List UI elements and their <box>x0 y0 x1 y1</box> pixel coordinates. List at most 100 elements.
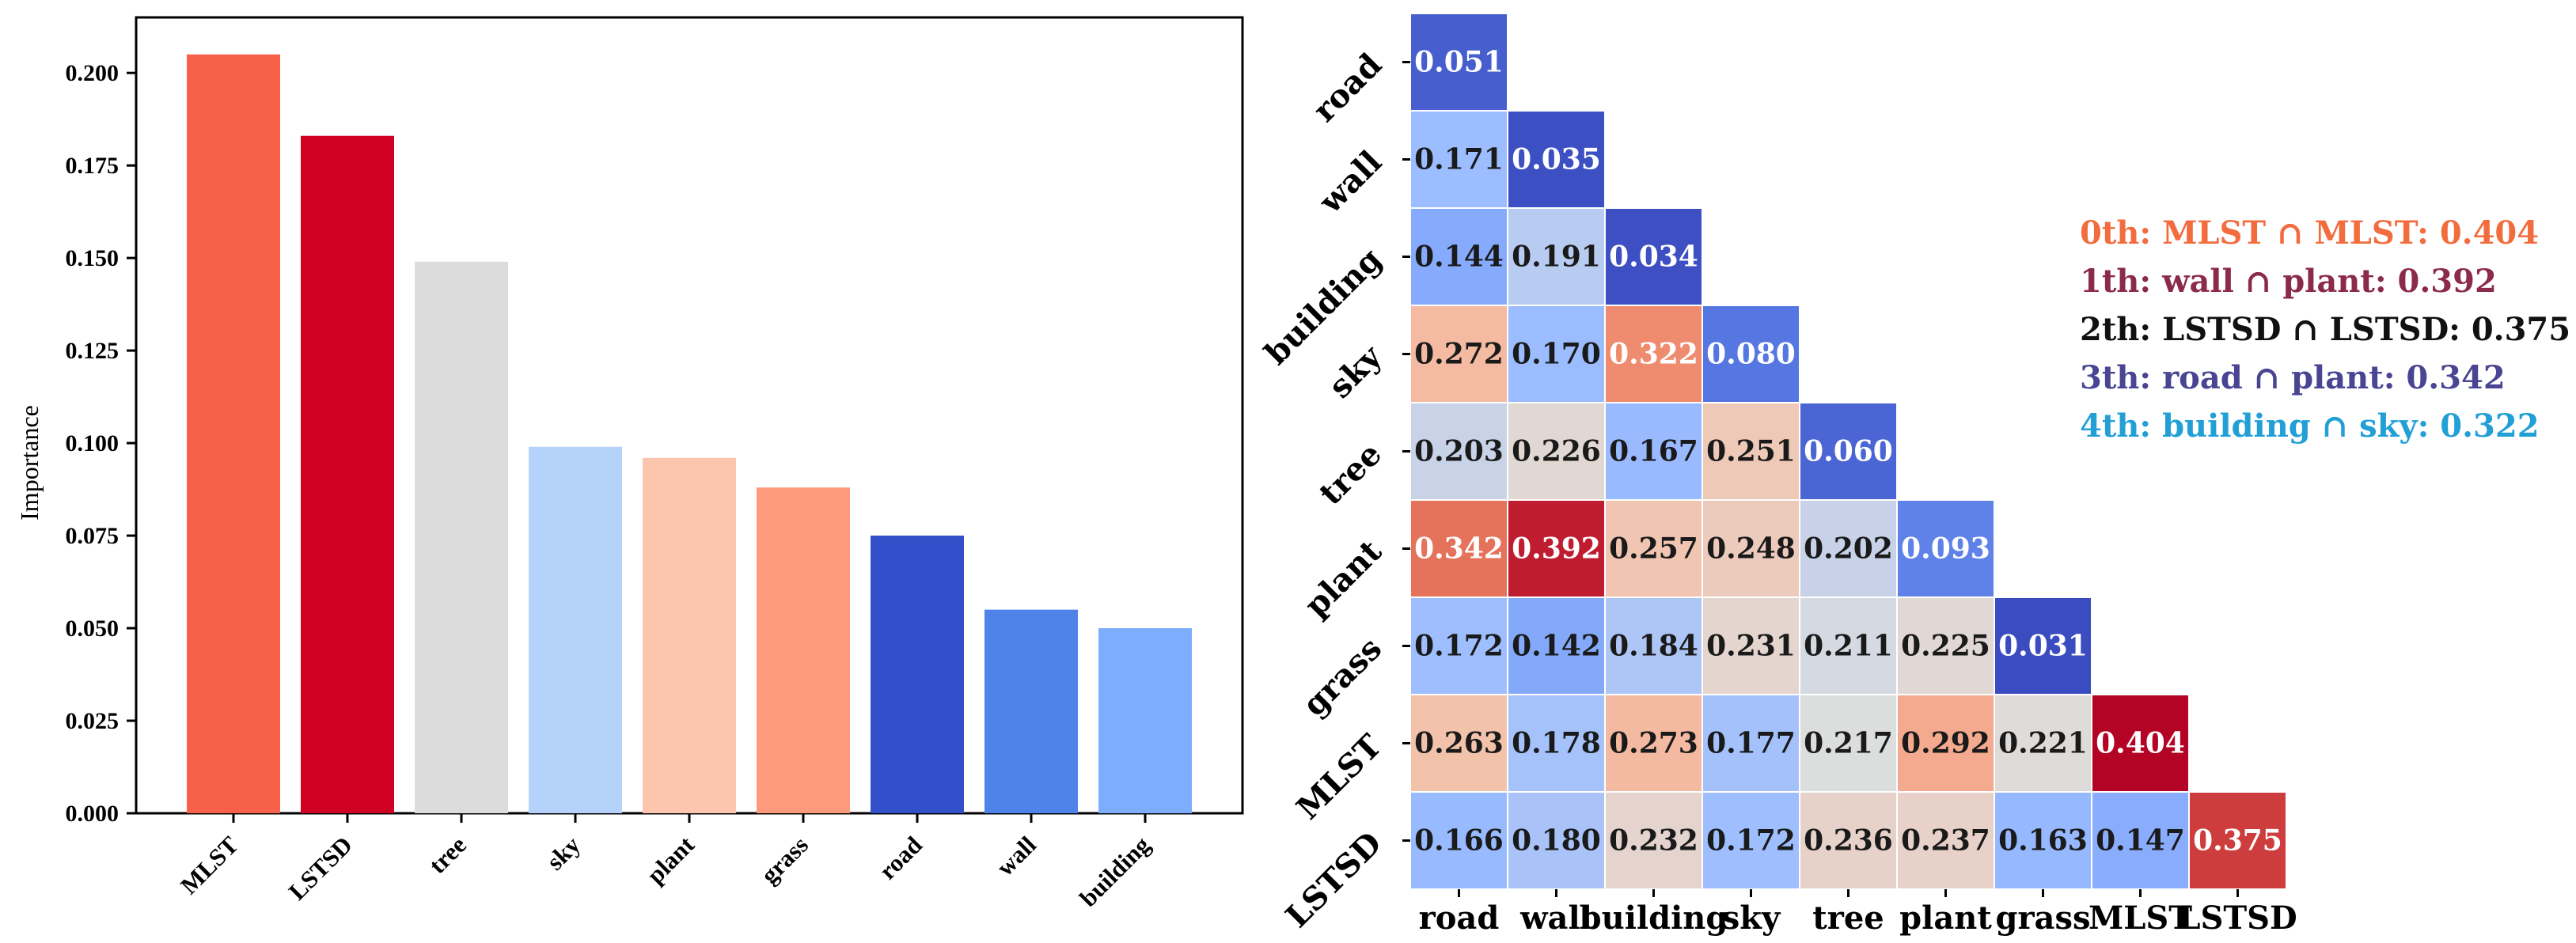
row-label: tree <box>1312 435 1389 512</box>
heatmap-cell <box>1409 791 1508 890</box>
top-pairs-legend: 0th: MLST ∩ MLST: 0.404 1th: wall ∩ plant… <box>2080 214 2570 445</box>
y-tick-label: 0.000 <box>66 801 120 827</box>
heatmap-cell <box>1507 791 1606 890</box>
heatmap-cell <box>1896 596 1995 695</box>
col-label: sky <box>1722 899 1781 937</box>
row-label: sky <box>1322 337 1390 405</box>
heatmap-cell-value: 0.172 <box>1706 824 1796 858</box>
y-tick-label: 0.125 <box>66 338 120 364</box>
heatmap-cell <box>1409 110 1508 209</box>
heatmap-cell <box>2188 791 2287 890</box>
y-axis-label: Importance <box>15 405 44 521</box>
bar-lstsd <box>301 135 394 814</box>
row-label: wall <box>1311 143 1389 221</box>
y-tick-label: 0.200 <box>66 60 120 86</box>
heatmap-cell-value: 0.180 <box>1512 824 1601 858</box>
col-label: grass <box>1996 899 2091 937</box>
heatmap-cell-value: 0.172 <box>1414 630 1504 663</box>
top-pair-annotation: 2th: LSTSD ∩ LSTSD: 0.375 <box>2080 311 2570 348</box>
bar-chart: 0.000 0.025 0.050 0.075 0.100 0.125 0.150 0.175… <box>15 16 1244 912</box>
x-tick-label: MLST <box>175 831 244 899</box>
bar-mlst <box>187 54 280 813</box>
bar-grass <box>757 487 850 813</box>
y-tick-label: 0.025 <box>66 708 120 734</box>
heatmap-cell <box>1896 694 1995 793</box>
heatmap-cell-value: 0.093 <box>1901 532 1990 566</box>
y-tick-label: 0.175 <box>66 153 120 179</box>
heatmap-cell-value: 0.171 <box>1414 143 1504 176</box>
bar-sky <box>529 446 622 813</box>
y-tick-label: 0.100 <box>66 430 120 456</box>
bar-road <box>871 536 964 813</box>
heatmap-cell <box>1702 791 1800 890</box>
row-label: MLST <box>1289 727 1389 827</box>
heatmap-cell-value: 0.211 <box>1804 630 1893 663</box>
heatmap-cell-value: 0.226 <box>1512 435 1601 468</box>
heatmap-cell-value: 0.404 <box>2096 727 2185 760</box>
heatmap-cell <box>1507 499 1606 598</box>
heatmap-cell <box>1896 791 1995 890</box>
heatmap-cell <box>1702 402 1800 501</box>
heatmap-cell <box>1507 402 1606 501</box>
y-tick-label: 0.150 <box>66 245 120 271</box>
heatmap-cell-value: 0.231 <box>1706 630 1796 663</box>
heatmap-cell-value: 0.203 <box>1414 435 1504 468</box>
heatmap-cell-value: 0.225 <box>1901 630 1990 663</box>
heatmap-cell-value: 0.263 <box>1414 727 1504 760</box>
heatmap-cell-value: 0.051 <box>1414 46 1504 79</box>
heatmap-cell <box>2091 791 2190 890</box>
heatmap-cell <box>1702 499 1800 598</box>
top-pair-annotation: 4th: building ∩ sky: 0.322 <box>2080 407 2540 445</box>
heatmap-cell-value: 0.177 <box>1706 727 1796 760</box>
col-label: LSTSD <box>2178 899 2297 937</box>
y-tick-label: 0.050 <box>66 615 120 642</box>
heatmap-cell-value: 0.144 <box>1414 240 1504 274</box>
heatmap-cell-value: 0.292 <box>1901 727 1990 760</box>
top-pair-annotation: 3th: road ∩ plant: 0.342 <box>2080 359 2506 396</box>
col-label: road <box>1419 899 1500 937</box>
heatmap-cell <box>1604 305 1703 403</box>
heatmap-cell <box>1896 499 1995 598</box>
x-tick-label: sky <box>541 831 586 876</box>
col-label: plant <box>1899 899 1992 937</box>
heatmap-cell-value: 0.060 <box>1804 435 1893 468</box>
heatmap-cell <box>1604 694 1703 793</box>
heatmap-cell-value: 0.392 <box>1512 532 1601 566</box>
y-tick-label: 0.075 <box>66 523 120 549</box>
row-label: road <box>1306 46 1389 129</box>
heatmap-cell-value: 0.217 <box>1804 727 1893 760</box>
heatmap-cell-value: 0.178 <box>1512 727 1601 760</box>
heatmap-cell <box>1507 305 1606 403</box>
col-label: MLST <box>2088 899 2192 937</box>
heatmap-cell-value: 0.167 <box>1609 435 1698 468</box>
heatmap-cell-value: 0.166 <box>1414 824 1504 858</box>
heatmap-cell-value: 0.272 <box>1414 338 1504 371</box>
heatmap-cell-value: 0.035 <box>1512 143 1601 176</box>
row-label: grass <box>1296 630 1389 723</box>
x-tick-label: road <box>874 831 928 884</box>
heatmap-cell <box>1409 305 1508 403</box>
heatmap-cell-value: 0.080 <box>1706 338 1796 371</box>
col-label: building <box>1580 899 1728 937</box>
heatmap-cell-value: 0.248 <box>1706 532 1796 566</box>
top-pair-annotation: 1th: wall ∩ plant: 0.392 <box>2080 263 2497 300</box>
heatmap-cell <box>2091 694 2190 793</box>
top-pair-annotation: 0th: MLST ∩ MLST: 0.404 <box>2080 214 2539 252</box>
heatmap-cell-value: 0.237 <box>1901 824 1990 858</box>
heatmap-cell <box>1409 694 1508 793</box>
x-tick-label: building <box>1074 831 1155 912</box>
x-tick-label: wall <box>991 831 1041 881</box>
heatmap-cell <box>1507 596 1606 695</box>
heatmap-cell <box>1409 13 1508 112</box>
heatmap-cell-value: 0.202 <box>1804 532 1893 566</box>
heatmap-cell-value: 0.170 <box>1512 338 1601 371</box>
heatmap-cell <box>1799 596 1898 695</box>
heatmap-cell-value: 0.257 <box>1609 532 1698 566</box>
heatmap-cell-value: 0.221 <box>1998 727 2088 760</box>
heatmap-cell-value: 0.232 <box>1609 824 1698 858</box>
heatmap-cell <box>1702 305 1800 403</box>
x-tick-label: LSTSD <box>283 831 358 905</box>
row-label: plant <box>1297 532 1389 624</box>
heatmap-cell <box>1409 402 1508 501</box>
